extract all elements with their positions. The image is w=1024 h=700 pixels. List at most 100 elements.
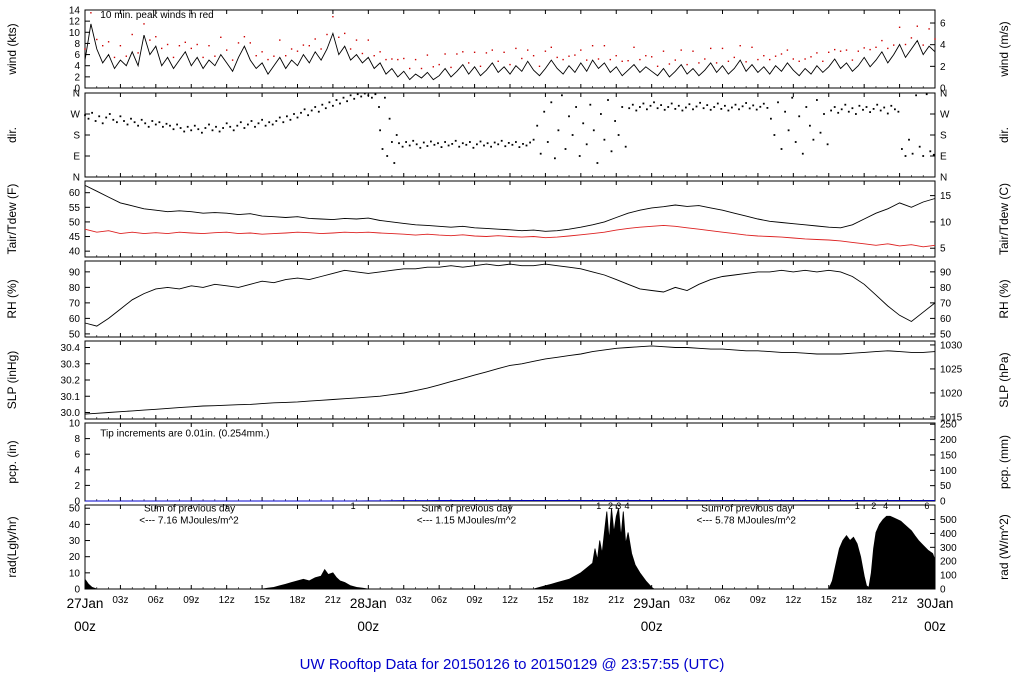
y-tick-label-left: 12 bbox=[69, 17, 81, 28]
axis-title-left-dir: dir. bbox=[5, 127, 19, 143]
annotation: 6 bbox=[924, 501, 929, 511]
y-tick-label-right: N bbox=[940, 173, 947, 184]
annotation: 3 bbox=[616, 501, 621, 511]
y-tick-label-left: E bbox=[73, 152, 80, 163]
x-tick-label-minor: 18z bbox=[289, 595, 305, 606]
y-tick-label-right: 2 bbox=[940, 62, 946, 73]
solar-radiation-area bbox=[84, 508, 936, 590]
y-tick-label-left: 50 bbox=[69, 329, 81, 340]
x-tick-label-major-date: 29Jan bbox=[633, 596, 670, 611]
precip-accum-line bbox=[85, 499, 935, 502]
y-tick-label-left: 0 bbox=[74, 497, 80, 508]
x-tick-label-minor: 21z bbox=[608, 595, 624, 606]
y-tick-label-right: 1030 bbox=[940, 340, 963, 351]
y-tick-label-left: S bbox=[73, 131, 80, 142]
annotation: Sum of previous day bbox=[422, 504, 513, 515]
y-tick-label-right: E bbox=[940, 152, 947, 163]
y-tick-label-left: 2 bbox=[74, 481, 80, 492]
y-tick-label-left: 60 bbox=[69, 314, 81, 325]
annotation: Sum of previous day bbox=[701, 504, 792, 515]
y-tick-label-right: S bbox=[940, 131, 947, 142]
axis-title-right-rad: rad (W/m^2) bbox=[997, 514, 1011, 580]
slp-line bbox=[84, 345, 936, 415]
x-tick-label-minor: 06z bbox=[148, 595, 164, 606]
y-tick-label-right: 200 bbox=[940, 435, 957, 446]
x-tick-label-minor: 15z bbox=[537, 595, 553, 606]
x-tick-label-major-hour: 00z bbox=[924, 619, 946, 634]
rh-line bbox=[84, 263, 936, 327]
wind-speed-line bbox=[84, 23, 936, 81]
y-tick-label-left: 0 bbox=[74, 585, 80, 596]
y-tick-label-right: 250 bbox=[940, 420, 957, 431]
x-tick-label-minor: 21z bbox=[892, 595, 908, 606]
x-tick-label-minor: 12z bbox=[502, 595, 518, 606]
x-tick-label-major-hour: 00z bbox=[357, 619, 379, 634]
annotation: 1 bbox=[351, 501, 356, 511]
tdew-line bbox=[84, 224, 936, 248]
y-tick-label-left: 30.3 bbox=[61, 359, 81, 370]
x-tick-label-minor: 15z bbox=[254, 595, 270, 606]
y-tick-label-right: 5 bbox=[940, 244, 946, 255]
wind-peak-dots bbox=[84, 12, 936, 70]
axis-title-right-slp: SLP (hPa) bbox=[997, 352, 1011, 407]
annotation: 4 bbox=[883, 501, 888, 511]
y-tick-label-right: 0 bbox=[940, 497, 946, 508]
x-tick-label-minor: 21z bbox=[325, 595, 341, 606]
y-tick-label-right: 80 bbox=[940, 283, 952, 294]
y-tick-label-left: 30.1 bbox=[61, 392, 81, 403]
x-tick-label-minor: 09z bbox=[183, 595, 199, 606]
x-tick-label-minor: 12z bbox=[785, 595, 801, 606]
axis-title-right-dir: dir. bbox=[997, 127, 1011, 143]
panel-border bbox=[84, 260, 936, 338]
axis-title-left-slp: SLP (inHg) bbox=[5, 351, 19, 409]
y-tick-label-left: 80 bbox=[69, 283, 81, 294]
x-tick-label-major-date: 30Jan bbox=[917, 596, 954, 611]
axis-title-right-wind: wind (m/s) bbox=[997, 21, 1011, 77]
axis-title-right-tair: Tair/Tdew (C) bbox=[997, 183, 1011, 255]
y-tick-label-left: 50 bbox=[69, 217, 81, 228]
axis-title-left-rad: rad(Lgly/hr) bbox=[5, 516, 19, 577]
axis-title-left-tair: Tair/Tdew (F) bbox=[5, 184, 19, 255]
y-tick-label-right: 100 bbox=[940, 466, 957, 477]
x-tick-label-minor: 09z bbox=[750, 595, 766, 606]
tair-line bbox=[84, 184, 936, 232]
y-tick-label-left: 8 bbox=[74, 39, 80, 50]
y-tick-label-right: 150 bbox=[940, 450, 957, 461]
annotation: <--- 5.78 MJoules/m^2 bbox=[697, 516, 797, 527]
y-tick-label-right: 1015 bbox=[940, 412, 963, 423]
y-tick-label-left: 0 bbox=[74, 84, 80, 95]
y-tick-label-right: 400 bbox=[940, 529, 957, 540]
y-tick-label-right: 200 bbox=[940, 557, 957, 568]
x-tick-label-minor: 09z bbox=[467, 595, 483, 606]
y-tick-label-left: 10 bbox=[69, 28, 81, 39]
y-tick-label-left: 6 bbox=[74, 450, 80, 461]
annotation: 1 bbox=[596, 501, 601, 511]
x-tick-label-minor: 15z bbox=[821, 595, 837, 606]
x-tick-label-minor: 18z bbox=[856, 595, 872, 606]
y-tick-label-right: 6 bbox=[940, 19, 946, 30]
y-tick-label-left: 6 bbox=[74, 50, 80, 61]
panel-border bbox=[84, 92, 936, 178]
y-tick-label-right: 50 bbox=[940, 481, 952, 492]
panel-rh: 50 60 70 80 90 50 60 70 80 90 RH (%) RH (%) bbox=[5, 260, 1011, 340]
y-tick-label-left: 14 bbox=[69, 6, 81, 17]
x-tick-label-major-hour: 00z bbox=[641, 619, 663, 634]
y-tick-label-left: 60 bbox=[69, 188, 81, 199]
x-tick-label-major-hour: 00z bbox=[74, 619, 96, 634]
y-tick-label-left: 20 bbox=[69, 552, 81, 563]
panel-border bbox=[84, 9, 936, 89]
annotation: <--- 7.16 MJoules/m^2 bbox=[139, 516, 239, 527]
y-tick-label-left: N bbox=[73, 173, 80, 184]
y-tick-label-left: 30.2 bbox=[61, 376, 81, 387]
x-tick-label-minor: 06z bbox=[714, 595, 730, 606]
y-tick-label-left: 40 bbox=[69, 520, 81, 531]
y-tick-label-right: 1020 bbox=[940, 388, 963, 399]
annotation: <--- 1.15 MJoules/m^2 bbox=[417, 516, 517, 527]
y-tick-label-left: 40 bbox=[69, 247, 81, 258]
axis-title-right-rh: RH (%) bbox=[997, 279, 1011, 318]
y-tick-label-left: 30.0 bbox=[61, 408, 81, 419]
figure-title: UW Rooftop Data for 20150126 to 20150129… bbox=[299, 656, 725, 673]
